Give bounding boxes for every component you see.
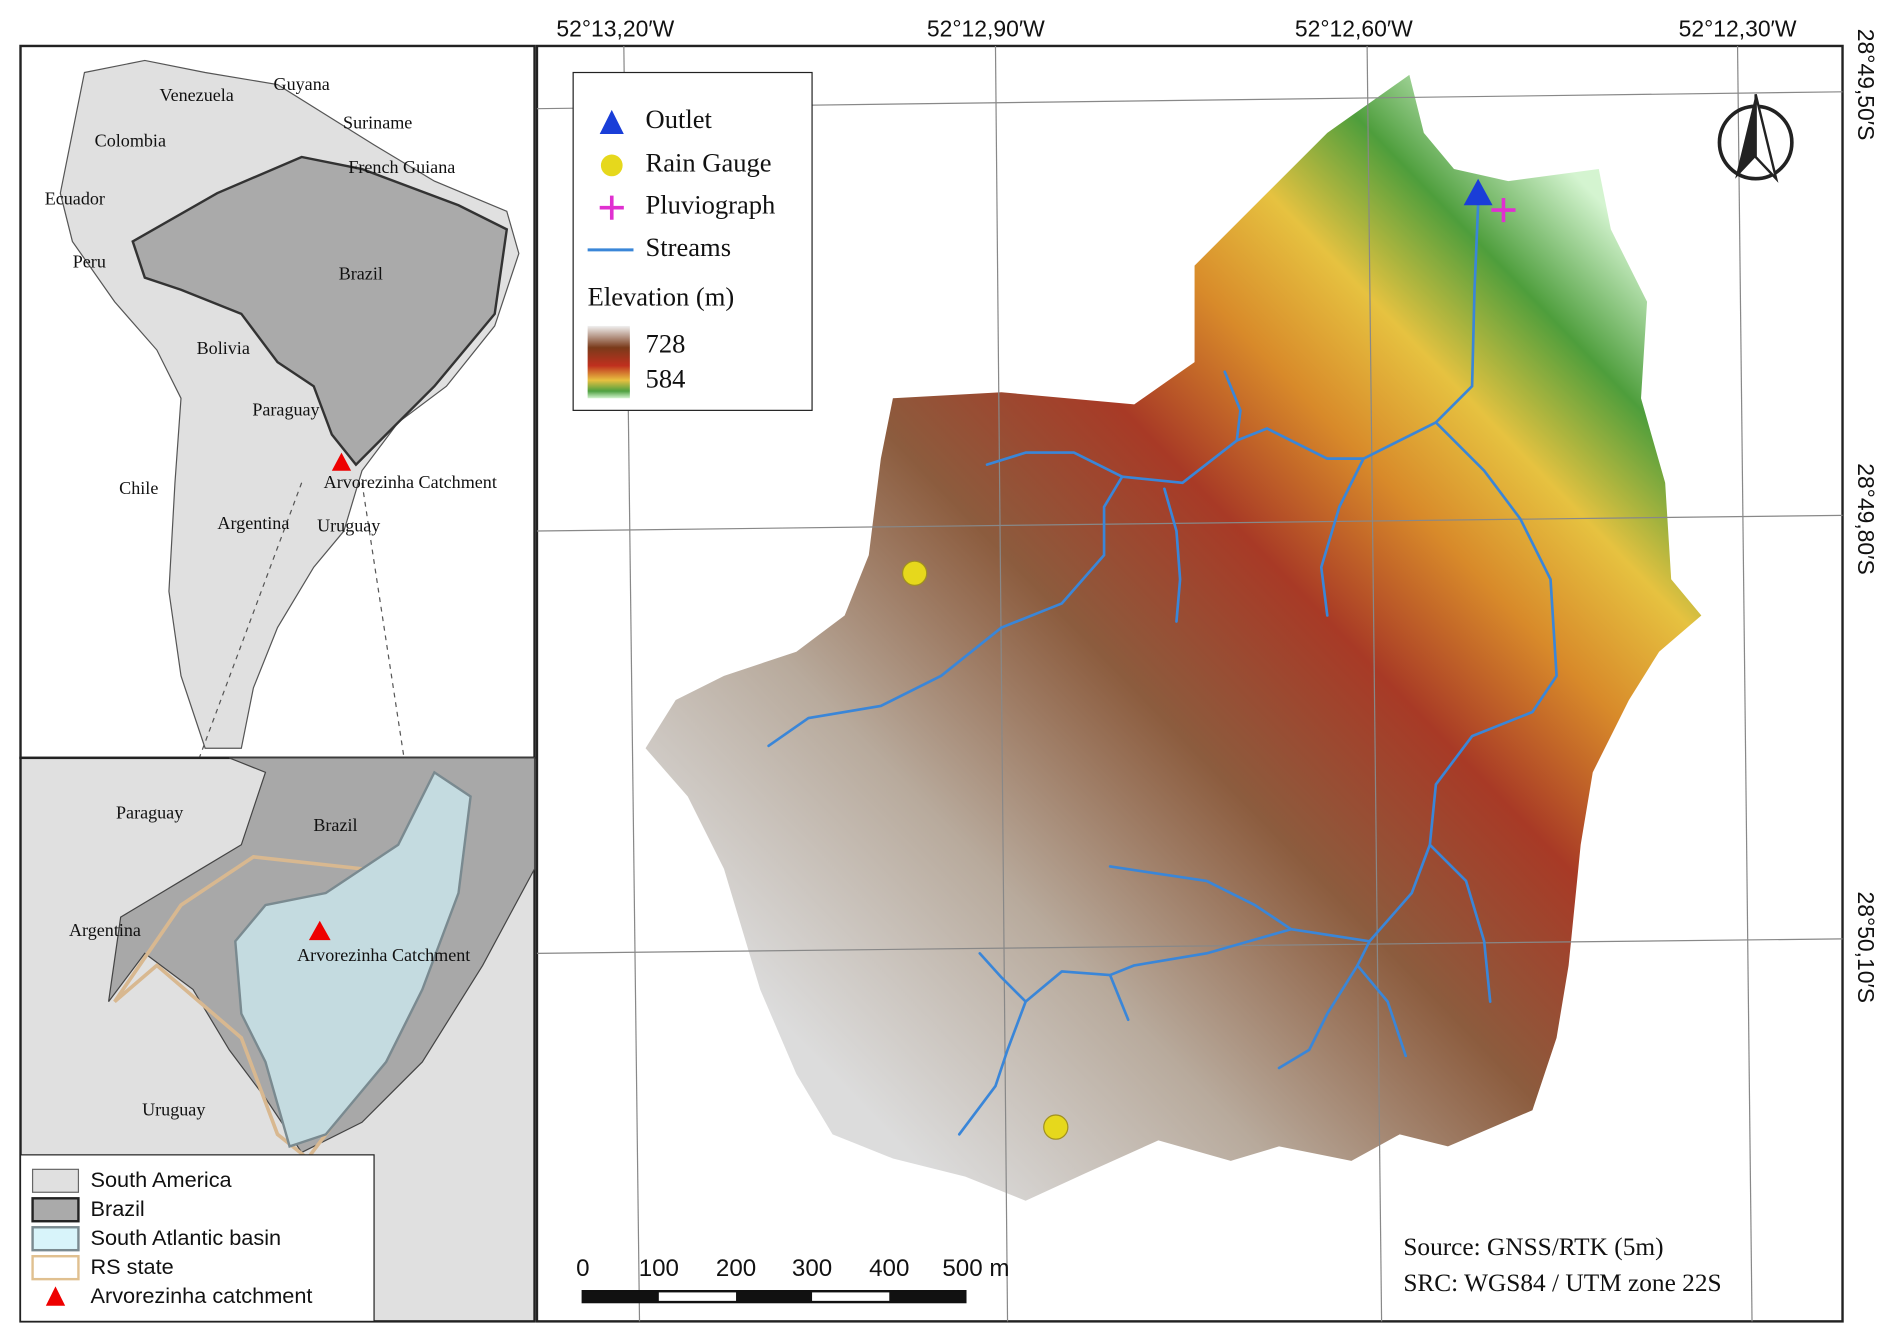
legend-label: South Atlantic basin xyxy=(90,1225,281,1250)
stream xyxy=(978,952,1027,1003)
scale-bar: 0 100 200 300 400 500 m xyxy=(576,1255,1009,1304)
country-label: Peru xyxy=(73,251,106,271)
catchment-marker xyxy=(308,920,331,941)
country-label: Paraguay xyxy=(116,803,183,823)
map-legend: Outlet Rain Gauge Pluviograph Streams El… xyxy=(572,71,813,411)
country-label: Guyana xyxy=(274,74,330,94)
legend-label: Outlet xyxy=(646,104,713,134)
country-label: Uruguay xyxy=(142,1100,205,1120)
legend-symbol xyxy=(600,154,623,177)
swatch xyxy=(31,1226,80,1252)
catchment-marker xyxy=(331,452,352,471)
country-label: Chile xyxy=(119,478,158,498)
lon-label: 52°12,30′W xyxy=(1679,15,1797,41)
stream xyxy=(1277,964,1359,1070)
scale-label: 500 m xyxy=(942,1255,1009,1282)
stream xyxy=(1108,421,1558,943)
country-label: Bolivia xyxy=(197,338,250,358)
swatch xyxy=(45,1286,66,1306)
stream xyxy=(1163,487,1182,623)
legend-label: Rain Gauge xyxy=(646,148,772,178)
outlet xyxy=(1463,178,1493,206)
grid-line xyxy=(994,45,1009,1322)
legend-label: Streams xyxy=(646,232,731,262)
stream xyxy=(957,970,1112,1136)
stream xyxy=(1108,927,1293,1022)
lon-label: 52°12,90′W xyxy=(927,15,1045,41)
country-label: Paraguay xyxy=(252,400,319,420)
scale-label: 100 xyxy=(639,1255,679,1282)
swatch xyxy=(31,1255,80,1281)
country-label: French Guiana xyxy=(348,157,455,177)
main-map: Outlet Rain Gauge Pluviograph Streams El… xyxy=(535,44,1844,1323)
inset-rs: Paraguay Brazil Argentina Arvorezinha Ca… xyxy=(19,756,536,1323)
swatch xyxy=(31,1197,80,1223)
country-label: Venezuela xyxy=(160,85,234,105)
catchment-label: Arvorezinha Catchment xyxy=(297,945,470,965)
legend-label: South America xyxy=(90,1167,232,1192)
legend-label: Arvorezinha catchment xyxy=(90,1283,312,1308)
scale-label: 300 xyxy=(792,1255,832,1282)
country-label: Uruguay xyxy=(317,516,380,536)
lon-label: 52°13,20′W xyxy=(556,15,674,41)
pluviograph xyxy=(1491,198,1516,223)
stream xyxy=(1428,843,1492,1003)
legend-label: 584 xyxy=(646,364,686,394)
grid-line xyxy=(536,938,1843,954)
brazil xyxy=(131,155,509,467)
inset-legend: South America Brazil South Atlantic basi… xyxy=(19,1154,375,1322)
stream xyxy=(1319,457,1365,617)
inset-south-america: Venezuela Guyana Suriname Colombia Frenc… xyxy=(19,44,536,1002)
lat-label: 28°49,50′S xyxy=(1853,29,1879,141)
legend-label: 728 xyxy=(646,329,686,359)
stream xyxy=(767,203,1480,748)
legend-symbol xyxy=(599,195,624,220)
scale-label: 0 xyxy=(576,1255,589,1282)
country-label: Brazil xyxy=(313,815,357,835)
source-note: SRC: WGS84 / UTM zone 22S xyxy=(1403,1269,1721,1297)
legend-label: Brazil xyxy=(90,1196,144,1221)
scale-label: 200 xyxy=(716,1255,756,1282)
streams xyxy=(767,203,1558,1136)
lat-label: 28°50,10′S xyxy=(1853,892,1879,1004)
lat-label: 28°49,80′S xyxy=(1853,463,1879,575)
source-note: Source: GNSS/RTK (5m) xyxy=(1403,1233,1663,1261)
lon-label: 52°12,60′W xyxy=(1295,15,1413,41)
legend-title: Elevation (m) xyxy=(588,281,735,311)
catchment-label: Arvorezinha Catchment xyxy=(324,472,497,492)
country-label: Argentina xyxy=(217,513,289,533)
stream xyxy=(1356,939,1408,1058)
stream xyxy=(1223,370,1242,442)
rain-gauge xyxy=(1043,1114,1069,1140)
elevation-bar xyxy=(587,325,630,399)
country-label: Colombia xyxy=(95,131,166,151)
stream xyxy=(985,451,1124,479)
south-atlantic-basin xyxy=(234,770,472,1148)
country-label: Argentina xyxy=(69,920,141,940)
catchment-dem xyxy=(645,74,1702,1201)
legend-label: RS state xyxy=(90,1254,173,1279)
legend-label: Pluviograph xyxy=(646,190,776,220)
country-label: Ecuador xyxy=(45,189,105,209)
rain-gauge xyxy=(901,560,928,586)
country-label: Brazil xyxy=(339,263,383,283)
grid-line xyxy=(1366,45,1383,1322)
scale-label: 400 xyxy=(869,1255,909,1282)
country-label: Suriname xyxy=(343,113,412,133)
legend-symbol xyxy=(599,109,624,135)
swatch xyxy=(31,1168,80,1193)
grid-line xyxy=(536,514,1843,532)
grid-line xyxy=(1736,45,1753,1322)
